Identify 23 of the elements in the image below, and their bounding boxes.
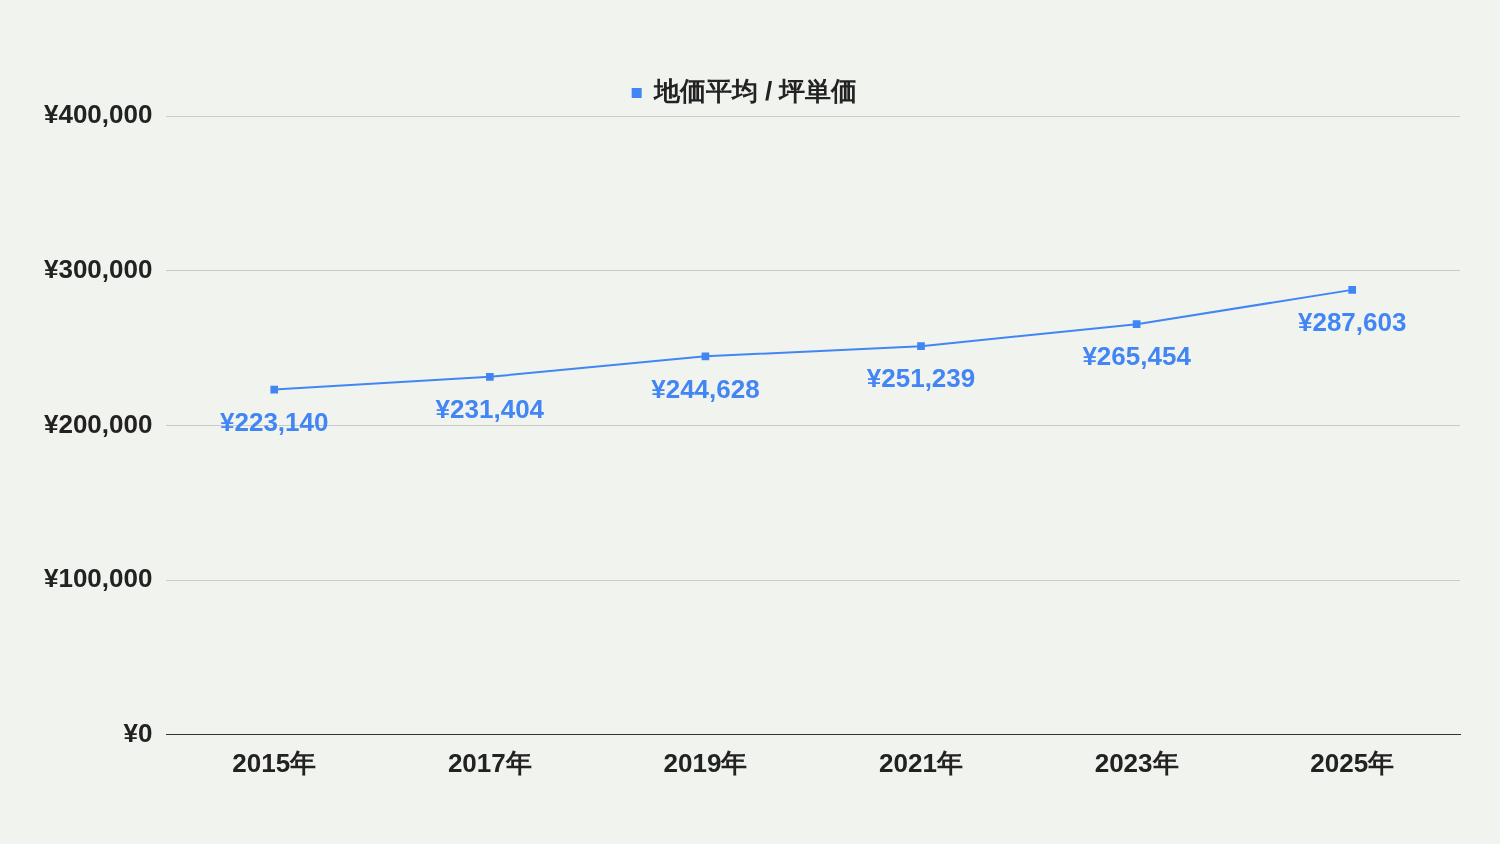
data-label: ¥223,140 xyxy=(220,406,329,437)
x-tick-label: 2019年 xyxy=(663,747,748,778)
data-label: ¥265,454 xyxy=(1082,341,1192,372)
point xyxy=(1348,286,1357,294)
data-label: ¥287,603 xyxy=(1297,307,1407,338)
data-label: ¥251,239 xyxy=(866,363,976,394)
point xyxy=(270,385,279,394)
point xyxy=(917,342,925,350)
data-label: ¥231,404 xyxy=(435,393,545,424)
x-tick-label: 2015年 xyxy=(232,747,317,778)
data-label: ¥244,628 xyxy=(651,373,760,404)
point xyxy=(486,372,494,381)
legend-label: 地価平均 / 坪単価 xyxy=(652,76,858,107)
point xyxy=(1132,320,1141,328)
y-tick-label: ¥200,000 xyxy=(43,408,153,439)
y-tick-label: ¥400,000 xyxy=(43,99,153,130)
x-tick-label: 2025年 xyxy=(1310,747,1395,778)
y-tick-label: ¥100,000 xyxy=(43,563,153,594)
y-tick-label: ¥0 xyxy=(123,717,153,748)
y-tick-label: ¥300,000 xyxy=(43,253,153,284)
x-tick-label: 2021年 xyxy=(879,747,963,778)
x-tick-label: 2023年 xyxy=(1094,747,1179,778)
x-tick-label: 2017年 xyxy=(447,747,532,778)
